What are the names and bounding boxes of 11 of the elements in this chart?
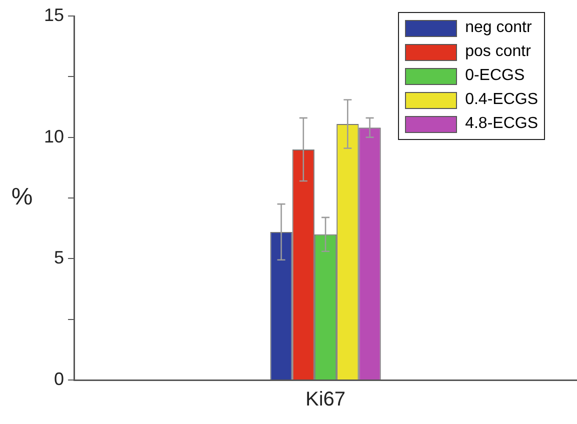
y-axis-title: % xyxy=(11,184,33,211)
y-tick-label: 10 xyxy=(44,126,64,146)
legend-label: 4.8-ECGS xyxy=(465,115,538,133)
y-tick-label: 5 xyxy=(54,248,64,268)
x-tick-label: Ki67 xyxy=(305,388,346,411)
legend-label: 0.4-ECGS xyxy=(465,91,538,109)
legend-label: neg contr xyxy=(465,19,532,37)
y-tick-label: 0 xyxy=(54,368,64,389)
legend-label: 0-ECGS xyxy=(465,67,525,85)
legend-label: pos contr xyxy=(465,43,531,61)
y-tick-label: 15 xyxy=(44,4,64,25)
